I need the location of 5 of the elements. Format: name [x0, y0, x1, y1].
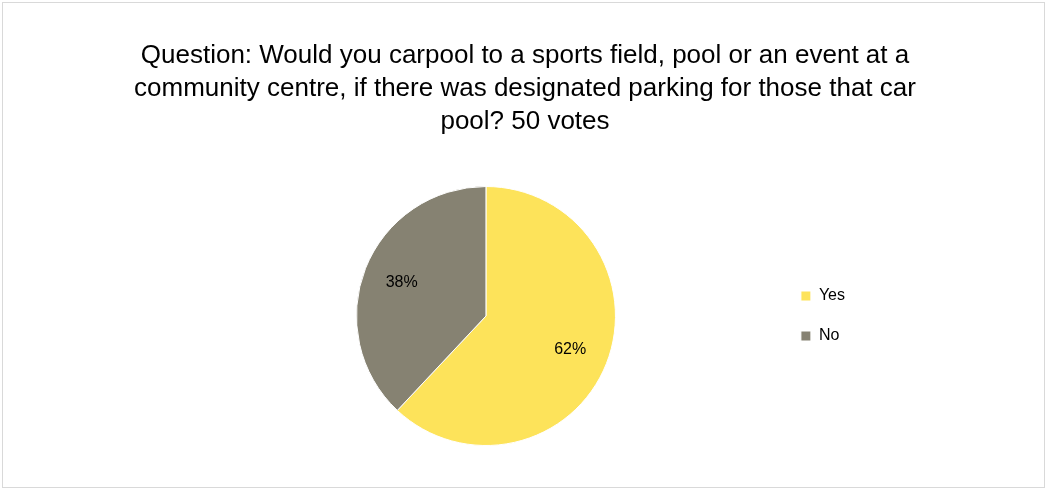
chart-title: Question: Would you carpool to a sports field, pool or an event at a community centre, if there was designated parking for those that car pool? 50 votes	[133, 38, 917, 137]
legend-label: Yes	[818, 286, 846, 304]
data-label: 38%	[385, 273, 418, 291]
data-label: 62%	[554, 339, 587, 357]
legend-label: No	[818, 326, 840, 344]
